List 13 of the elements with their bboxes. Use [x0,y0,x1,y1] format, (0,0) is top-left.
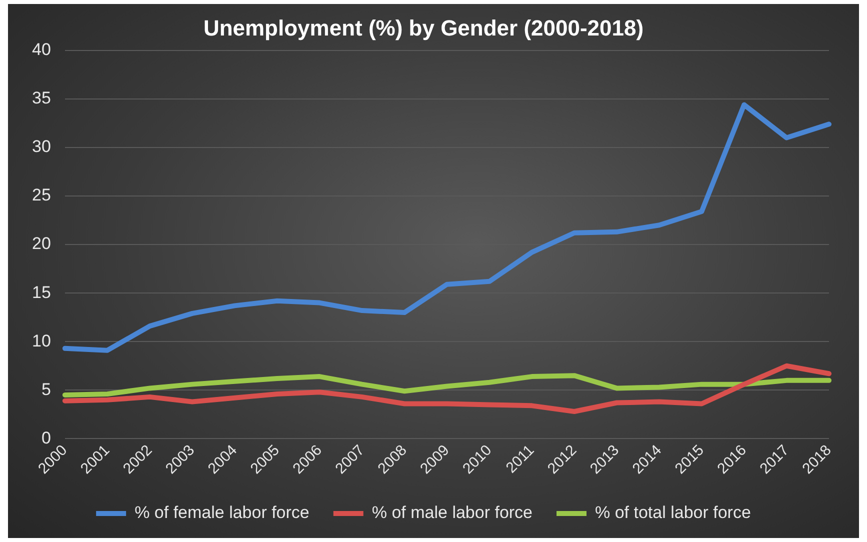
y-tick-label: 15 [32,282,51,302]
legend-label: % of male labor force [372,503,533,522]
y-tick-label: 35 [32,88,51,108]
chart-title: Unemployment (%) by Gender (2000-2018) [203,15,644,40]
legend-label: % of total labor force [595,503,751,522]
y-tick-label: 10 [32,331,51,350]
legend-label: % of female labor force [134,503,310,522]
y-tick-label: 20 [32,234,51,254]
y-tick-label: 0 [41,428,51,448]
y-tick-label: 25 [32,186,51,205]
y-tick-label: 40 [32,40,51,60]
y-tick-label: 5 [41,380,51,399]
y-tick-label: 30 [32,137,51,156]
